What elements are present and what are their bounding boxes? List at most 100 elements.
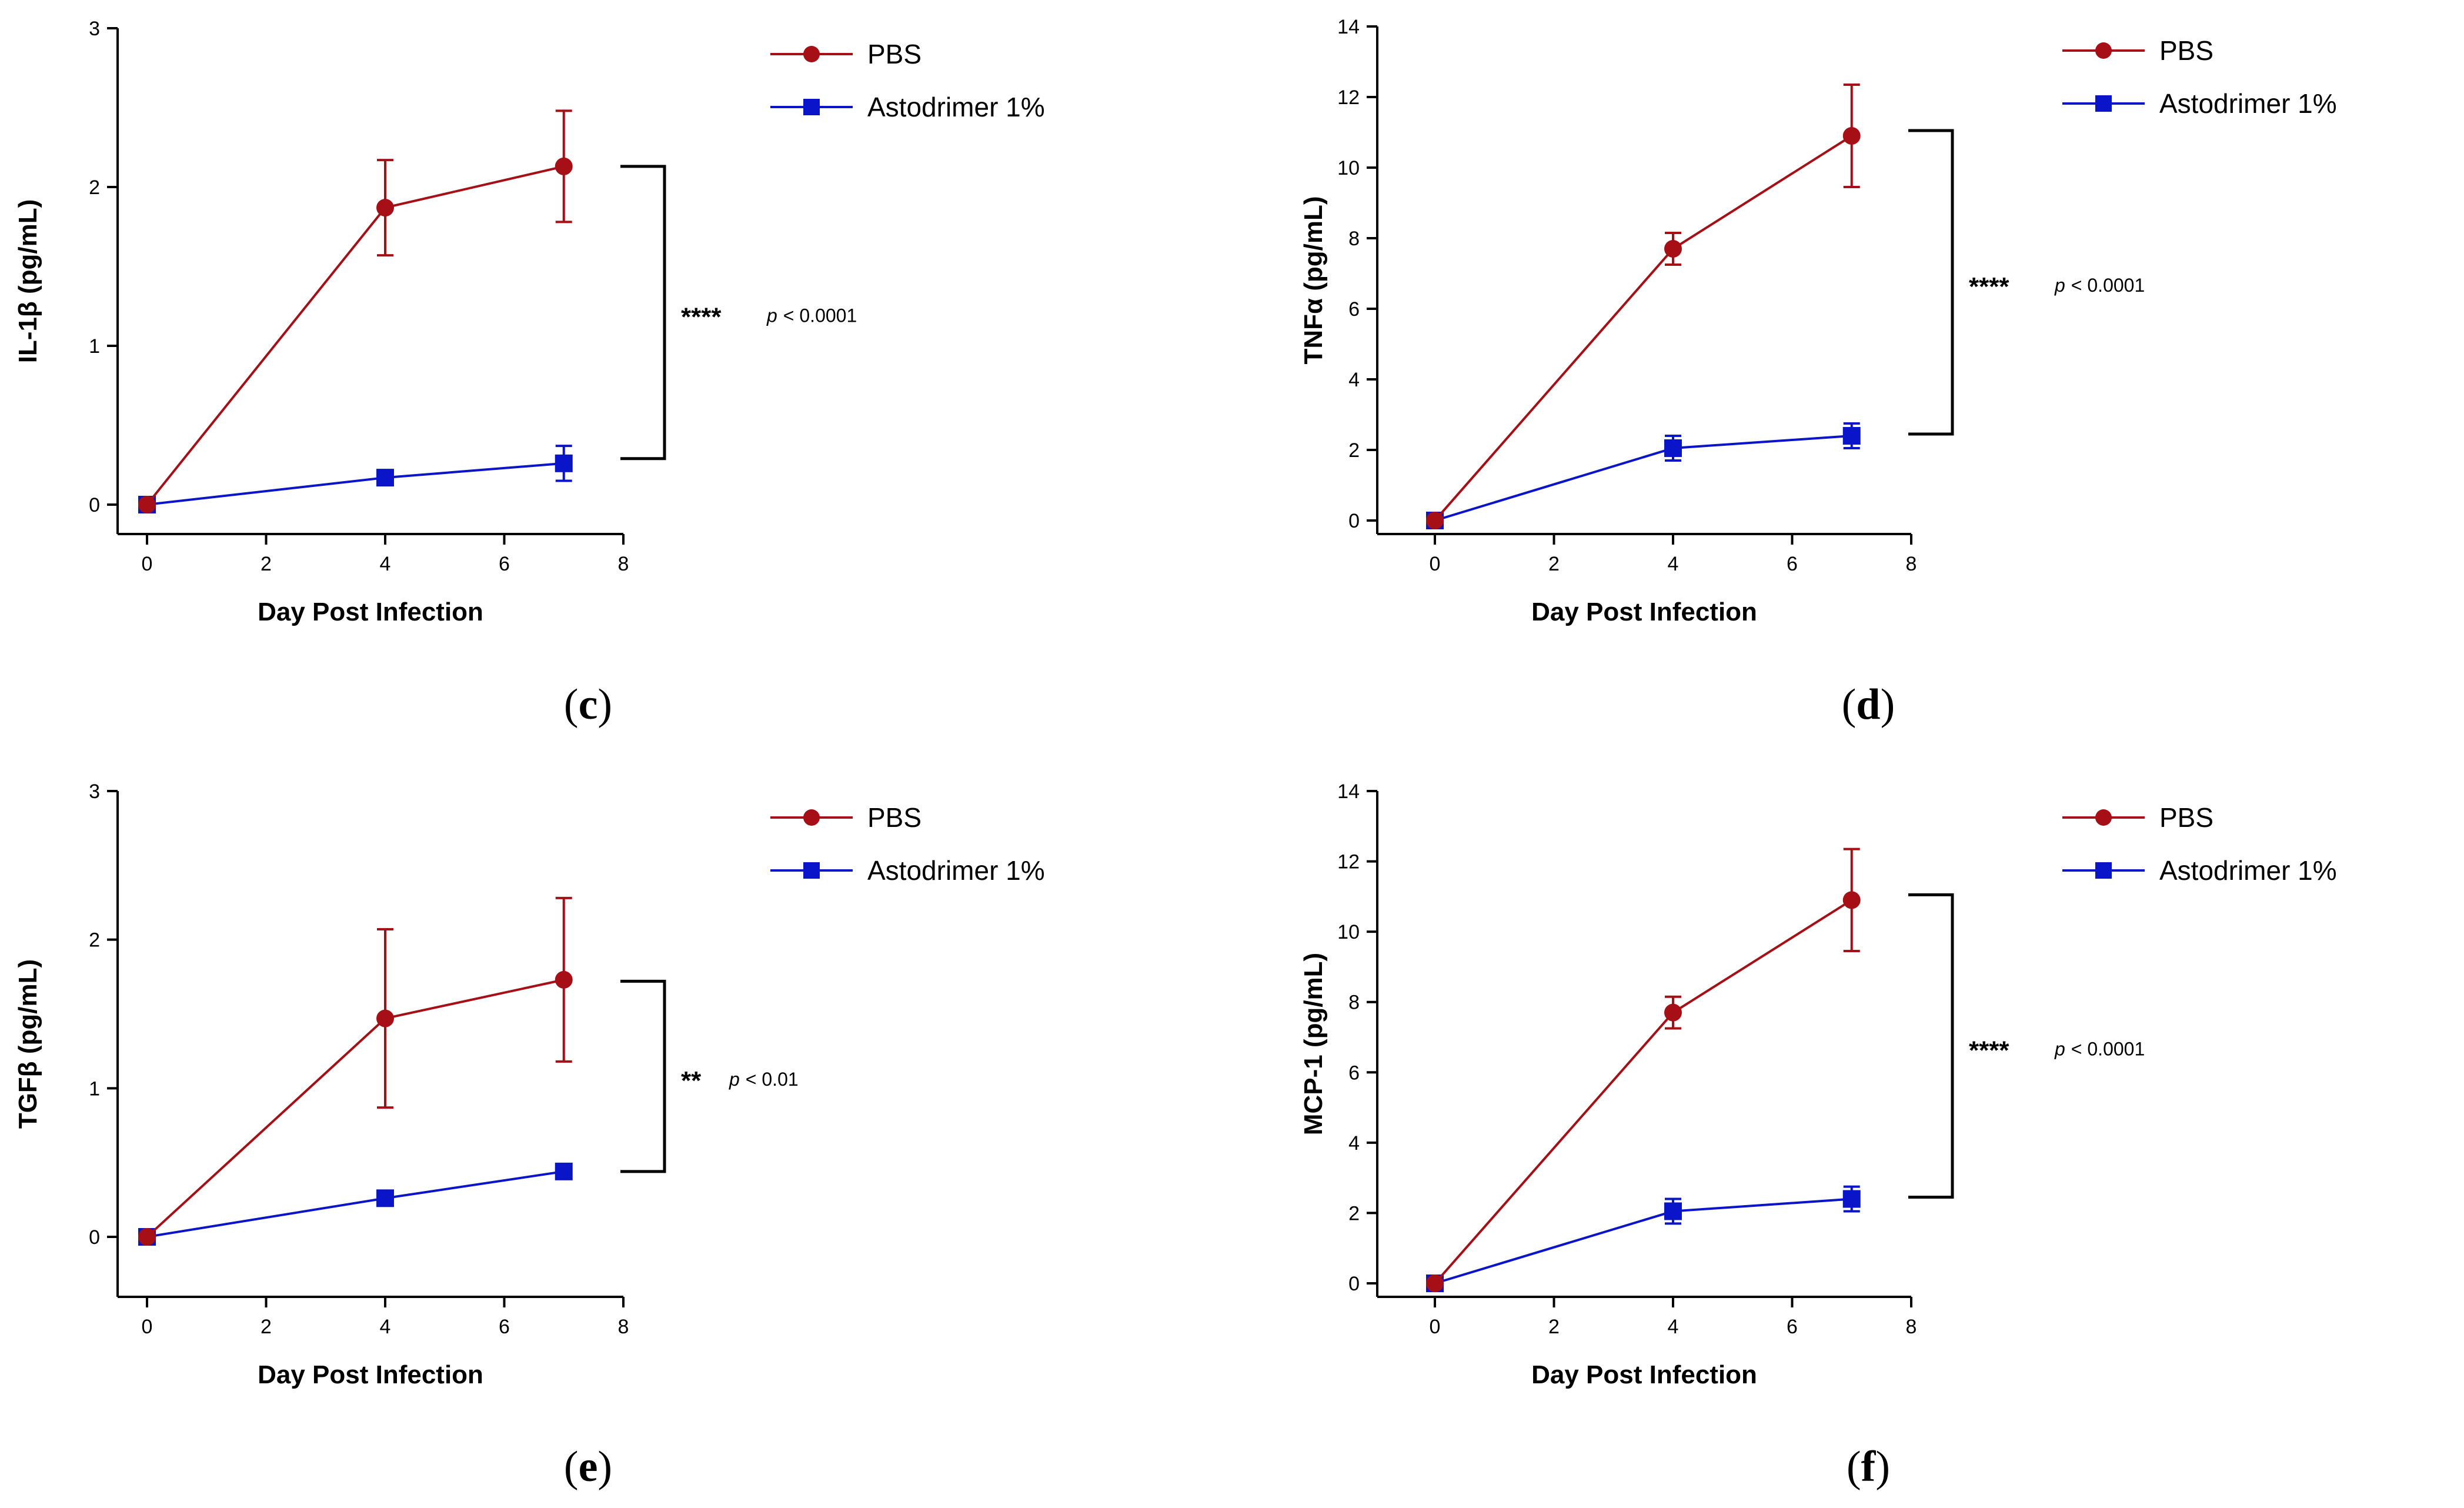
p-value: p < 0.0001 bbox=[2054, 275, 2145, 296]
data-point bbox=[1426, 1275, 1444, 1292]
legend-item-astodrimer: Astodrimer 1% bbox=[2062, 855, 2337, 886]
data-point bbox=[1842, 891, 1861, 909]
bracket-line bbox=[620, 165, 666, 461]
caption-letter: e bbox=[579, 1443, 598, 1491]
legend-label: PBS bbox=[2159, 802, 2213, 833]
legend-item-astodrimer: Astodrimer 1% bbox=[770, 92, 1045, 122]
x-tick-label: 0 bbox=[1430, 1316, 1441, 1338]
data-point bbox=[1842, 427, 1861, 445]
y-axis-title: MCP-1 (pg/mL) bbox=[1299, 953, 1328, 1135]
data-point bbox=[138, 1228, 156, 1246]
panel-caption: (d) bbox=[1842, 680, 1895, 729]
caption-letter: d bbox=[1856, 680, 1880, 729]
y-tick-label: 10 bbox=[1337, 157, 1360, 179]
panel-caption: (c) bbox=[564, 680, 612, 729]
legend-marker bbox=[803, 809, 820, 826]
p-value: p < 0.0001 bbox=[766, 305, 857, 326]
panel-e: 0 2 4 6 8 0 1 2 3 Day Post Infection TGFβ (pg/mL) P… bbox=[14, 780, 1045, 1491]
p-threshold: < 0.0001 bbox=[2071, 1038, 2145, 1059]
x-tick-label: 6 bbox=[1787, 553, 1798, 575]
x-tick-label: 8 bbox=[1906, 553, 1917, 575]
legend-marker bbox=[2095, 42, 2112, 59]
legend-label: Astodrimer 1% bbox=[2159, 88, 2337, 119]
x-axis-title: Day Post Infection bbox=[258, 1360, 483, 1389]
x-tick-label: 8 bbox=[618, 553, 629, 575]
data-point bbox=[138, 496, 156, 513]
y-axis-title: TNFα (pg/mL) bbox=[1299, 196, 1328, 364]
bracket-line bbox=[620, 979, 666, 1173]
significance-stars: **** bbox=[681, 302, 722, 331]
p-symbol: p bbox=[729, 1069, 740, 1090]
legend-marker bbox=[803, 99, 820, 115]
data-point bbox=[555, 454, 573, 472]
legend-label: Astodrimer 1% bbox=[867, 855, 1045, 886]
p-symbol: p bbox=[766, 305, 777, 326]
x-axis-title: Day Post Infection bbox=[1531, 1360, 1757, 1389]
data-point bbox=[555, 157, 573, 175]
legend-item-pbs: PBS bbox=[770, 39, 922, 69]
p-symbol: p bbox=[2054, 1038, 2065, 1059]
panel-caption: (f) bbox=[1847, 1443, 1890, 1491]
panel-caption: (e) bbox=[564, 1443, 612, 1491]
legend-marker bbox=[803, 862, 820, 879]
legend-item-astodrimer: Astodrimer 1% bbox=[770, 855, 1045, 886]
series-astodrimer bbox=[138, 1162, 573, 1246]
p-threshold: < 0.0001 bbox=[2071, 275, 2145, 296]
x-tick-label: 4 bbox=[380, 1316, 391, 1338]
y-tick-label: 14 bbox=[1337, 16, 1360, 38]
x-tick-label: 2 bbox=[1548, 1316, 1560, 1338]
caption-open: ( bbox=[564, 680, 579, 729]
y-tick-label: 12 bbox=[1337, 86, 1360, 109]
panel-c: 0 2 4 6 8 0 1 2 3 Day Post Infection IL-1β (pg/mL)… bbox=[14, 18, 1045, 729]
caption-letter: f bbox=[1861, 1443, 1877, 1491]
significance-stars: **** bbox=[1969, 1036, 2009, 1065]
series-astodrimer bbox=[1426, 422, 1861, 529]
series-line bbox=[146, 1170, 565, 1238]
y-tick-label: 10 bbox=[1337, 921, 1360, 943]
data-point bbox=[376, 469, 394, 487]
series-line bbox=[146, 165, 565, 506]
significance-bracket: **** p < 0.0001 bbox=[620, 165, 857, 461]
y-tick-label: 4 bbox=[1348, 369, 1360, 391]
legend-item-pbs: PBS bbox=[770, 802, 922, 833]
legend-label: PBS bbox=[867, 39, 922, 69]
series-line bbox=[146, 462, 564, 506]
x-tick-label: 2 bbox=[1548, 553, 1560, 575]
caption-close: ) bbox=[597, 680, 612, 729]
p-threshold: < 0.01 bbox=[746, 1069, 799, 1090]
legend-label: Astodrimer 1% bbox=[867, 92, 1045, 122]
y-tick-label: 2 bbox=[89, 176, 100, 199]
caption-close: ) bbox=[1875, 1443, 1890, 1491]
legend-marker bbox=[2095, 862, 2112, 879]
legend-marker bbox=[2095, 809, 2112, 826]
series-pbs bbox=[138, 896, 573, 1246]
y-tick-label: 1 bbox=[89, 335, 100, 358]
series-pbs bbox=[138, 109, 573, 513]
panel-f: 0 2 4 6 8 0 2 4 6 8 10 12 14 Day Post Infection MCP-1 … bbox=[1299, 780, 2337, 1491]
x-tick-label: 4 bbox=[1668, 1316, 1679, 1338]
data-point bbox=[1664, 240, 1682, 258]
y-tick-label: 2 bbox=[89, 929, 100, 952]
legend-label: Astodrimer 1% bbox=[2159, 855, 2337, 886]
series-line bbox=[1434, 135, 1852, 522]
data-point bbox=[1842, 127, 1861, 145]
y-tick-label: 0 bbox=[89, 494, 100, 516]
y-tick-label: 2 bbox=[1348, 439, 1360, 462]
series-astodrimer bbox=[1426, 1185, 1861, 1292]
x-tick-label: 4 bbox=[1668, 553, 1679, 575]
data-point bbox=[376, 1009, 394, 1027]
y-tick-label: 2 bbox=[1348, 1202, 1360, 1225]
data-point bbox=[1664, 1003, 1682, 1022]
y-axis-title: TGFβ (pg/mL) bbox=[14, 959, 42, 1129]
x-tick-label: 2 bbox=[261, 1316, 272, 1338]
bracket-line bbox=[1908, 893, 1954, 1199]
series-pbs bbox=[1426, 84, 1861, 529]
data-point bbox=[1664, 439, 1682, 457]
series-line bbox=[1434, 899, 1852, 1285]
y-tick-label: 0 bbox=[1348, 1273, 1360, 1295]
significance-bracket: **** p < 0.0001 bbox=[1908, 129, 2145, 436]
legend-label: PBS bbox=[867, 802, 922, 833]
data-point bbox=[1842, 1190, 1861, 1208]
significance-bracket: **** p < 0.0001 bbox=[1908, 893, 2145, 1199]
